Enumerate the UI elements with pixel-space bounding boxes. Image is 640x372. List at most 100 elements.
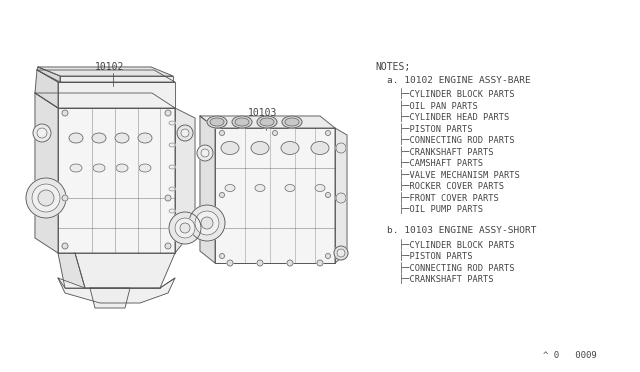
Polygon shape bbox=[35, 70, 58, 108]
Ellipse shape bbox=[282, 116, 302, 128]
Ellipse shape bbox=[210, 118, 224, 126]
Ellipse shape bbox=[139, 164, 151, 172]
Polygon shape bbox=[75, 253, 175, 288]
Circle shape bbox=[180, 223, 190, 233]
Circle shape bbox=[336, 143, 346, 153]
Circle shape bbox=[62, 243, 68, 249]
Circle shape bbox=[336, 193, 346, 203]
Circle shape bbox=[175, 218, 195, 238]
Circle shape bbox=[287, 260, 293, 266]
Polygon shape bbox=[35, 93, 58, 253]
Circle shape bbox=[62, 195, 68, 201]
Ellipse shape bbox=[251, 141, 269, 154]
Polygon shape bbox=[38, 67, 173, 76]
Text: ├─PISTON PARTS: ├─PISTON PARTS bbox=[399, 251, 472, 261]
Circle shape bbox=[257, 260, 263, 266]
Circle shape bbox=[62, 110, 68, 116]
Ellipse shape bbox=[115, 133, 129, 143]
Ellipse shape bbox=[169, 209, 175, 213]
Circle shape bbox=[33, 124, 51, 142]
Circle shape bbox=[227, 260, 233, 266]
Polygon shape bbox=[175, 108, 195, 253]
Circle shape bbox=[273, 131, 278, 135]
Text: ├─CYLINDER HEAD PARTS: ├─CYLINDER HEAD PARTS bbox=[399, 112, 509, 122]
Ellipse shape bbox=[257, 116, 277, 128]
Circle shape bbox=[326, 192, 330, 198]
Circle shape bbox=[177, 125, 193, 141]
Text: ├─VALVE MECHANISM PARTS: ├─VALVE MECHANISM PARTS bbox=[399, 169, 520, 180]
Ellipse shape bbox=[70, 164, 82, 172]
Circle shape bbox=[326, 253, 330, 259]
Polygon shape bbox=[60, 76, 173, 82]
Text: ├─ROCKER COVER PARTS: ├─ROCKER COVER PARTS bbox=[399, 180, 504, 191]
Ellipse shape bbox=[169, 121, 175, 125]
Ellipse shape bbox=[92, 133, 106, 143]
Circle shape bbox=[197, 145, 213, 161]
Ellipse shape bbox=[69, 133, 83, 143]
Circle shape bbox=[201, 149, 209, 157]
Ellipse shape bbox=[116, 164, 128, 172]
Ellipse shape bbox=[93, 164, 105, 172]
Ellipse shape bbox=[232, 116, 252, 128]
Circle shape bbox=[220, 131, 225, 135]
Circle shape bbox=[169, 212, 201, 244]
Polygon shape bbox=[90, 288, 130, 308]
Text: ├─CRANKSHAFT PARTS: ├─CRANKSHAFT PARTS bbox=[399, 146, 493, 157]
Circle shape bbox=[195, 211, 219, 235]
Polygon shape bbox=[200, 116, 215, 263]
Text: ├─CAMSHAFT PARTS: ├─CAMSHAFT PARTS bbox=[399, 157, 483, 168]
Polygon shape bbox=[37, 70, 175, 82]
Polygon shape bbox=[215, 128, 335, 263]
Circle shape bbox=[220, 253, 225, 259]
Ellipse shape bbox=[169, 143, 175, 147]
Ellipse shape bbox=[221, 141, 239, 154]
Circle shape bbox=[317, 260, 323, 266]
Text: ├─OIL PAN PARTS: ├─OIL PAN PARTS bbox=[399, 100, 477, 110]
Circle shape bbox=[165, 110, 171, 116]
Ellipse shape bbox=[138, 133, 152, 143]
Text: NOTES;: NOTES; bbox=[375, 62, 410, 72]
Ellipse shape bbox=[235, 118, 249, 126]
Text: ^ 0   0009: ^ 0 0009 bbox=[543, 351, 597, 360]
Text: ├─PISTON PARTS: ├─PISTON PARTS bbox=[399, 123, 472, 134]
Circle shape bbox=[165, 243, 171, 249]
Polygon shape bbox=[35, 93, 175, 108]
Text: b. 10103 ENGINE ASSY-SHORT: b. 10103 ENGINE ASSY-SHORT bbox=[387, 227, 536, 235]
Ellipse shape bbox=[255, 185, 265, 192]
Polygon shape bbox=[335, 128, 347, 263]
Text: ├─OIL PUMP PARTS: ├─OIL PUMP PARTS bbox=[399, 203, 483, 214]
Text: ├─CYLINDER BLOCK PARTS: ├─CYLINDER BLOCK PARTS bbox=[399, 239, 515, 250]
Circle shape bbox=[326, 131, 330, 135]
Circle shape bbox=[38, 190, 54, 206]
Ellipse shape bbox=[225, 185, 235, 192]
Text: ├─CONNECTING ROD PARTS: ├─CONNECTING ROD PARTS bbox=[399, 262, 515, 273]
Circle shape bbox=[220, 192, 225, 198]
Polygon shape bbox=[58, 253, 85, 288]
Text: ├─CYLINDER BLOCK PARTS: ├─CYLINDER BLOCK PARTS bbox=[399, 89, 515, 99]
Polygon shape bbox=[58, 82, 175, 108]
Circle shape bbox=[165, 195, 171, 201]
Polygon shape bbox=[37, 67, 60, 82]
Polygon shape bbox=[58, 278, 175, 303]
Circle shape bbox=[26, 178, 66, 218]
Ellipse shape bbox=[315, 185, 325, 192]
Circle shape bbox=[337, 249, 345, 257]
Ellipse shape bbox=[311, 141, 329, 154]
Text: ├─CRANKSHAFT PARTS: ├─CRANKSHAFT PARTS bbox=[399, 273, 493, 284]
Ellipse shape bbox=[285, 185, 295, 192]
Polygon shape bbox=[58, 108, 175, 253]
Ellipse shape bbox=[260, 118, 274, 126]
Ellipse shape bbox=[169, 165, 175, 169]
Polygon shape bbox=[200, 116, 335, 128]
Text: 10102: 10102 bbox=[95, 62, 124, 72]
Circle shape bbox=[37, 128, 47, 138]
Text: 10103: 10103 bbox=[248, 108, 277, 118]
Text: ├─FRONT COVER PARTS: ├─FRONT COVER PARTS bbox=[399, 192, 499, 203]
Circle shape bbox=[201, 217, 213, 229]
Circle shape bbox=[181, 129, 189, 137]
Ellipse shape bbox=[207, 116, 227, 128]
Circle shape bbox=[32, 184, 60, 212]
Ellipse shape bbox=[169, 187, 175, 191]
Circle shape bbox=[189, 205, 225, 241]
Ellipse shape bbox=[281, 141, 299, 154]
